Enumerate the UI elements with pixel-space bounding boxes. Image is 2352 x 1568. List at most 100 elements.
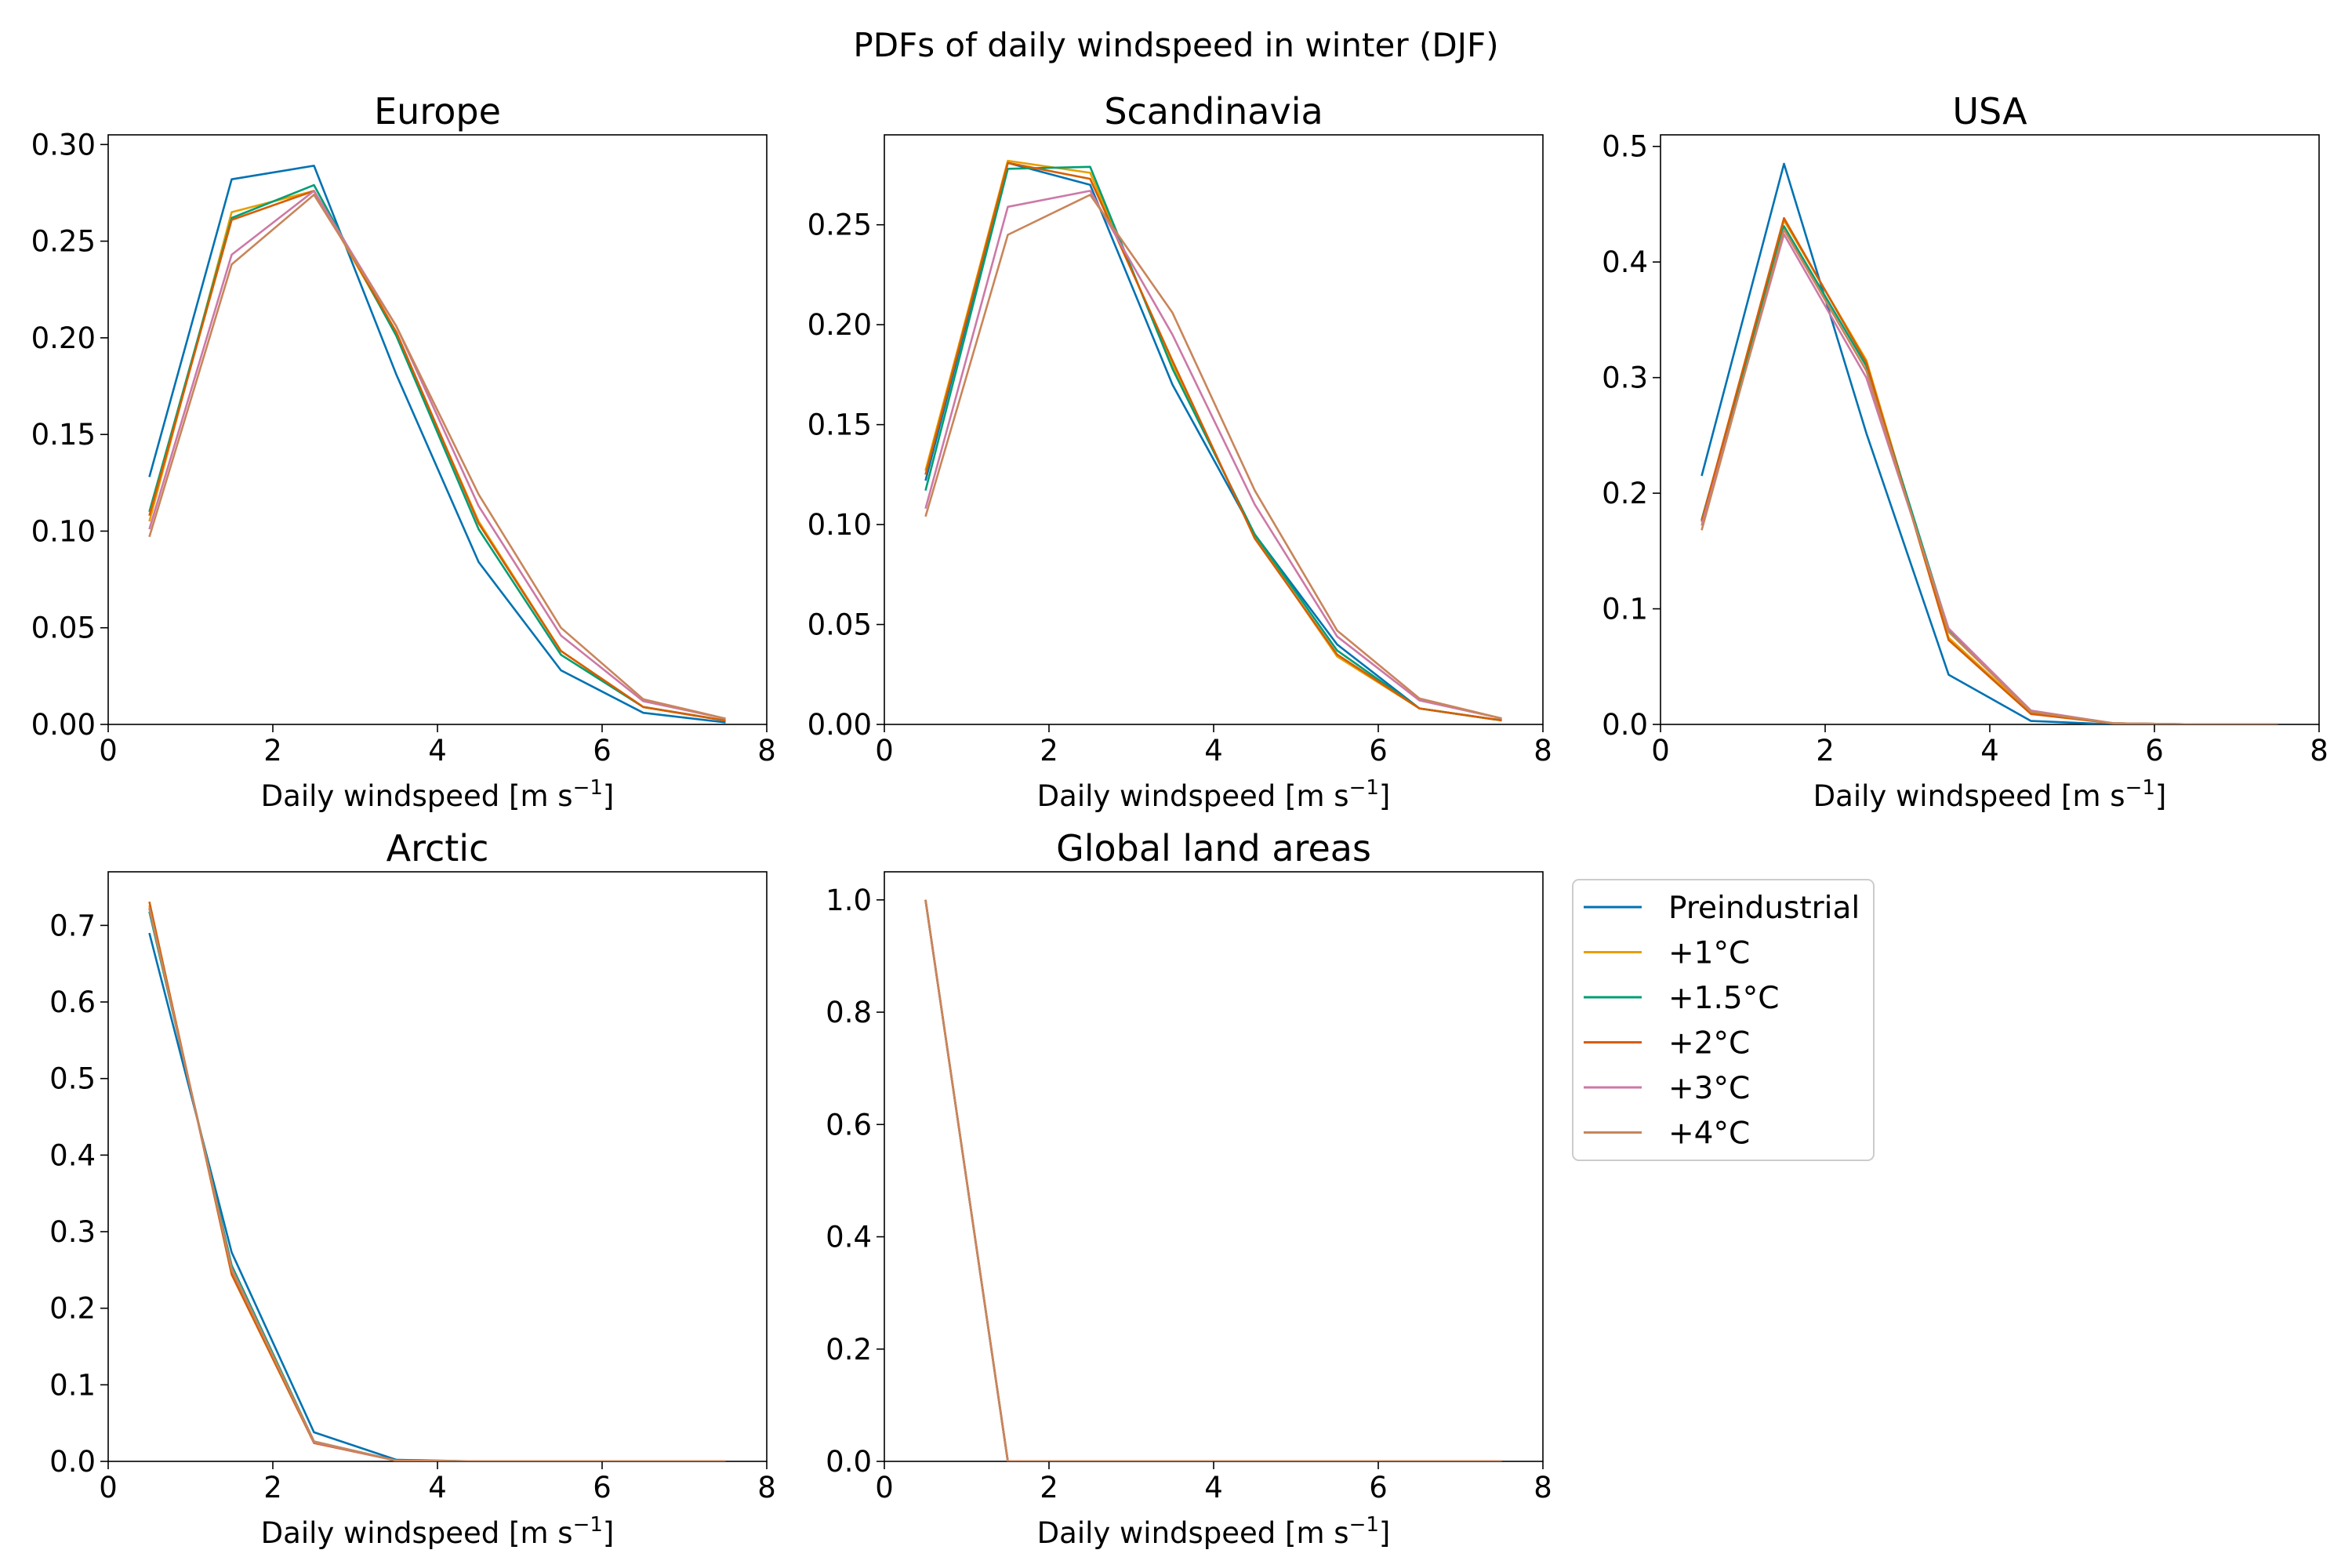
x-axis-label-text: Daily windspeed [m s	[1037, 1516, 1349, 1550]
y-tick-label: 0.25	[31, 225, 96, 259]
panel-arctic: Arctic 0 2 4 6 8 0.0 0.1 0.2 0.3 0.4 0.5 0.6 0.7 Daily…	[49, 827, 776, 1550]
x-tick-label: 0	[99, 1471, 118, 1504]
series-line-4c	[924, 194, 1502, 720]
x-tick-label: 4	[428, 1471, 447, 1504]
x-axis-label-exponent: −1	[573, 776, 603, 800]
y-tick-label: 0.10	[808, 508, 872, 542]
legend-label: +4°C	[1668, 1116, 1750, 1152]
series-line-preindustrial	[1700, 162, 2278, 724]
x-axis-label-end: ]	[2155, 779, 2166, 813]
x-tick-label: 6	[593, 734, 612, 768]
series-line-2c	[924, 162, 1502, 722]
y-tick-label: 0.6	[49, 985, 96, 1019]
y-tick-label: 0.0	[826, 1445, 872, 1479]
legend: Preindustrial +1°C +1.5°C +2°C +3°C +4°C	[1572, 879, 1875, 1161]
x-axis-label-end: ]	[1379, 1516, 1390, 1550]
x-tick-label: 0	[99, 734, 118, 768]
x-tick-label: 2	[1040, 1471, 1058, 1504]
x-axis-label-text: Daily windspeed [m s	[1037, 779, 1349, 813]
x-axis-label-end: ]	[1379, 779, 1390, 813]
x-tick-label: 8	[2310, 734, 2328, 768]
legend-label: Preindustrial	[1668, 891, 1860, 926]
panel-title: USA	[1952, 90, 2027, 132]
panel-title: Global land areas	[1056, 827, 1371, 869]
legend-label: +2°C	[1668, 1026, 1750, 1062]
y-tick-label: 0.6	[826, 1108, 872, 1142]
y-tick-label: 0.3	[1602, 361, 1648, 395]
y-tick-label: 0.4	[1602, 245, 1648, 279]
y-tick-label: 0.00	[808, 708, 872, 742]
x-axis-label-exponent: −1	[1349, 1513, 1379, 1537]
y-tick-label: 0.3	[49, 1215, 96, 1249]
x-axis-label: Daily windspeed [m s−1]	[261, 776, 615, 813]
x-tick-label: 8	[1534, 734, 1552, 768]
x-axis-label-exponent: −1	[2125, 776, 2155, 800]
y-tick-label: 1.0	[826, 884, 872, 917]
panel-title: Scandinavia	[1104, 90, 1323, 132]
x-tick-label: 6	[1369, 734, 1388, 768]
x-tick-label: 0	[875, 1471, 894, 1504]
y-tick-label: 0.0	[49, 1445, 96, 1479]
x-tick-label: 8	[757, 734, 776, 768]
y-tick-label: 0.0	[1602, 708, 1648, 742]
series-line-4c	[148, 907, 726, 1461]
figure-title: PDFs of daily windspeed in winter (DJF)	[853, 26, 1498, 64]
x-axis-label-text: Daily windspeed [m s	[261, 779, 573, 813]
series-line-4c	[1700, 228, 2278, 724]
y-tick-label: 0.8	[826, 996, 872, 1029]
series-line-preindustrial	[148, 165, 726, 724]
y-tick-label: 0.2	[49, 1292, 96, 1326]
series-line-2c	[148, 190, 726, 722]
y-tick-label: 0.1	[49, 1368, 96, 1402]
y-tick-label: 0.20	[808, 308, 872, 342]
x-tick-label: 4	[1204, 1471, 1223, 1504]
x-tick-label: 2	[1816, 734, 1835, 768]
series-line-3c	[924, 190, 1502, 720]
panel-title: Europe	[374, 90, 501, 132]
panel-europe: Europe 0 2 4 6 8 0.00 0.05 0.10 0.15 0.20 0.25 0.30 D…	[31, 90, 776, 813]
y-tick-label: 0.5	[1602, 130, 1648, 164]
series-line-3c	[148, 190, 726, 720]
legend-label: +1°C	[1668, 936, 1750, 971]
panel-title: Arctic	[387, 827, 489, 869]
y-tick-label: 0.00	[31, 708, 96, 742]
x-tick-label: 2	[263, 734, 282, 768]
x-tick-label: 0	[875, 734, 894, 768]
y-tick-label: 0.2	[1602, 477, 1648, 510]
x-axis-label: Daily windspeed [m s−1]	[1813, 776, 2167, 813]
x-axis-label-exponent: −1	[573, 1513, 603, 1537]
y-tick-label: 0.5	[49, 1062, 96, 1096]
y-tick-label: 0.4	[826, 1221, 872, 1254]
x-tick-label: 8	[1534, 1471, 1552, 1504]
x-tick-label: 6	[1369, 1471, 1388, 1504]
x-tick-label: 2	[263, 1471, 282, 1504]
y-tick-label: 0.4	[49, 1138, 96, 1172]
x-tick-label: 4	[1204, 734, 1223, 768]
y-tick-label: 0.20	[31, 321, 96, 355]
y-tick-label: 0.15	[31, 418, 96, 452]
y-tick-label: 0.30	[31, 128, 96, 162]
x-tick-label: 8	[757, 1471, 776, 1504]
series-line-4c	[148, 194, 726, 720]
y-tick-label: 0.25	[808, 209, 872, 242]
x-axis-label-end: ]	[603, 779, 614, 813]
x-axis-label: Daily windspeed [m s−1]	[261, 1513, 615, 1550]
legend-frame	[1572, 879, 1875, 1161]
x-tick-label: 6	[2145, 734, 2164, 768]
x-axis-label-exponent: −1	[1349, 776, 1379, 800]
x-tick-label: 2	[1040, 734, 1058, 768]
legend-label: +3°C	[1668, 1071, 1750, 1106]
x-axis-label: Daily windspeed [m s−1]	[1037, 776, 1391, 813]
x-axis-label-text: Daily windspeed [m s	[1813, 779, 2125, 813]
x-tick-label: 4	[428, 734, 447, 768]
x-axis-label-end: ]	[603, 1516, 614, 1550]
x-tick-label: 0	[1651, 734, 1670, 768]
y-tick-label: 0.05	[31, 612, 96, 645]
y-tick-label: 0.15	[808, 408, 872, 442]
y-tick-label: 0.05	[808, 608, 872, 642]
x-axis-label-text: Daily windspeed [m s	[261, 1516, 573, 1550]
panel-global-land-areas: Global land areas 0 2 4 6 8 0.0 0.2 0.4 0.6 0.8 1.0…	[826, 827, 1552, 1550]
panel-usa: USA 0 2 4 6 8 0.0 0.1 0.2 0.3 0.4 0.5 Daily windspee…	[1602, 90, 2328, 813]
x-tick-label: 6	[593, 1471, 612, 1504]
